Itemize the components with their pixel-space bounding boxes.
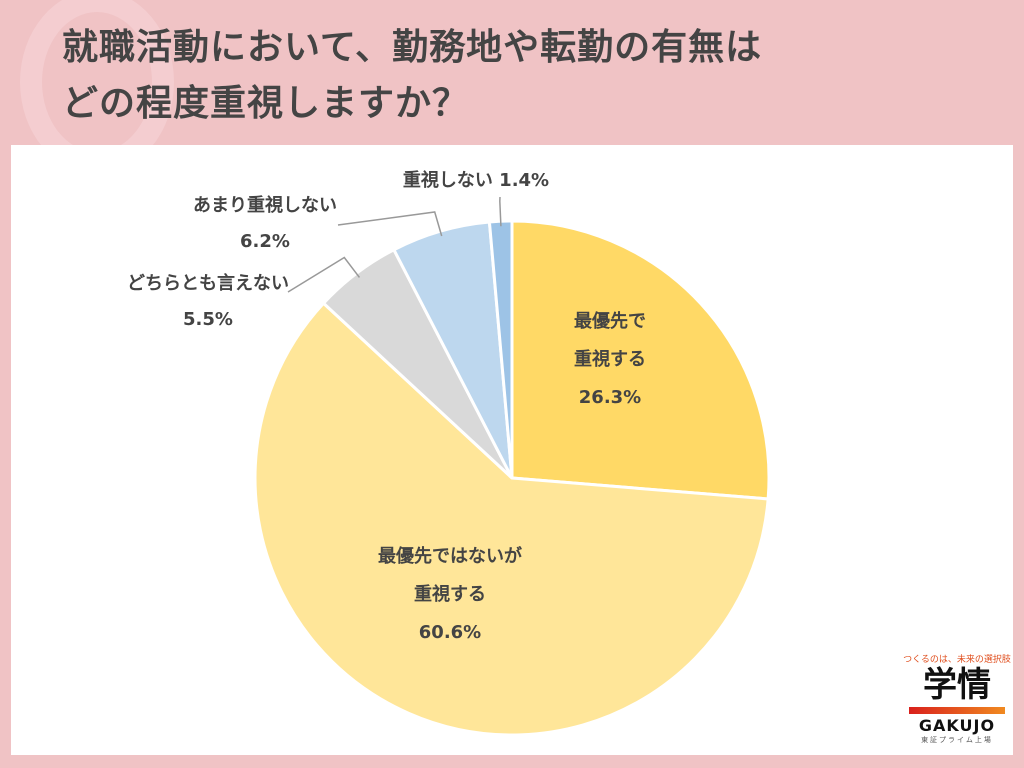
label-slice-2: 最優先ではないが 重視する 60.6% bbox=[378, 546, 522, 643]
leader-line-3 bbox=[287, 256, 361, 293]
leader-line-4 bbox=[337, 211, 443, 237]
gakujo-logo: つくるのは、未来の選択肢 学情 GAKUJO 東証プライム上場 bbox=[903, 655, 1011, 744]
title-line-1: 就職活動において、勤務地や転勤の有無は bbox=[62, 27, 763, 68]
title-line-2: どの程度重視しますか？ bbox=[62, 83, 470, 124]
label-slice-1: 最優先で 重視する 26.3% bbox=[574, 311, 646, 408]
label-slice-3: どちらとも言えない 5.5% bbox=[127, 273, 289, 330]
page-title: 就職活動において、勤務地や転勤の有無は どの程度重視しますか？ bbox=[62, 20, 762, 132]
pie-slice-2 bbox=[253, 301, 770, 737]
label-slice-5: 重視しない 1.4% bbox=[402, 170, 550, 191]
pie-slice-1 bbox=[510, 219, 771, 501]
label-slice-4: あまり重視しない 6.2% bbox=[193, 195, 337, 252]
leader-line-5 bbox=[499, 196, 502, 227]
